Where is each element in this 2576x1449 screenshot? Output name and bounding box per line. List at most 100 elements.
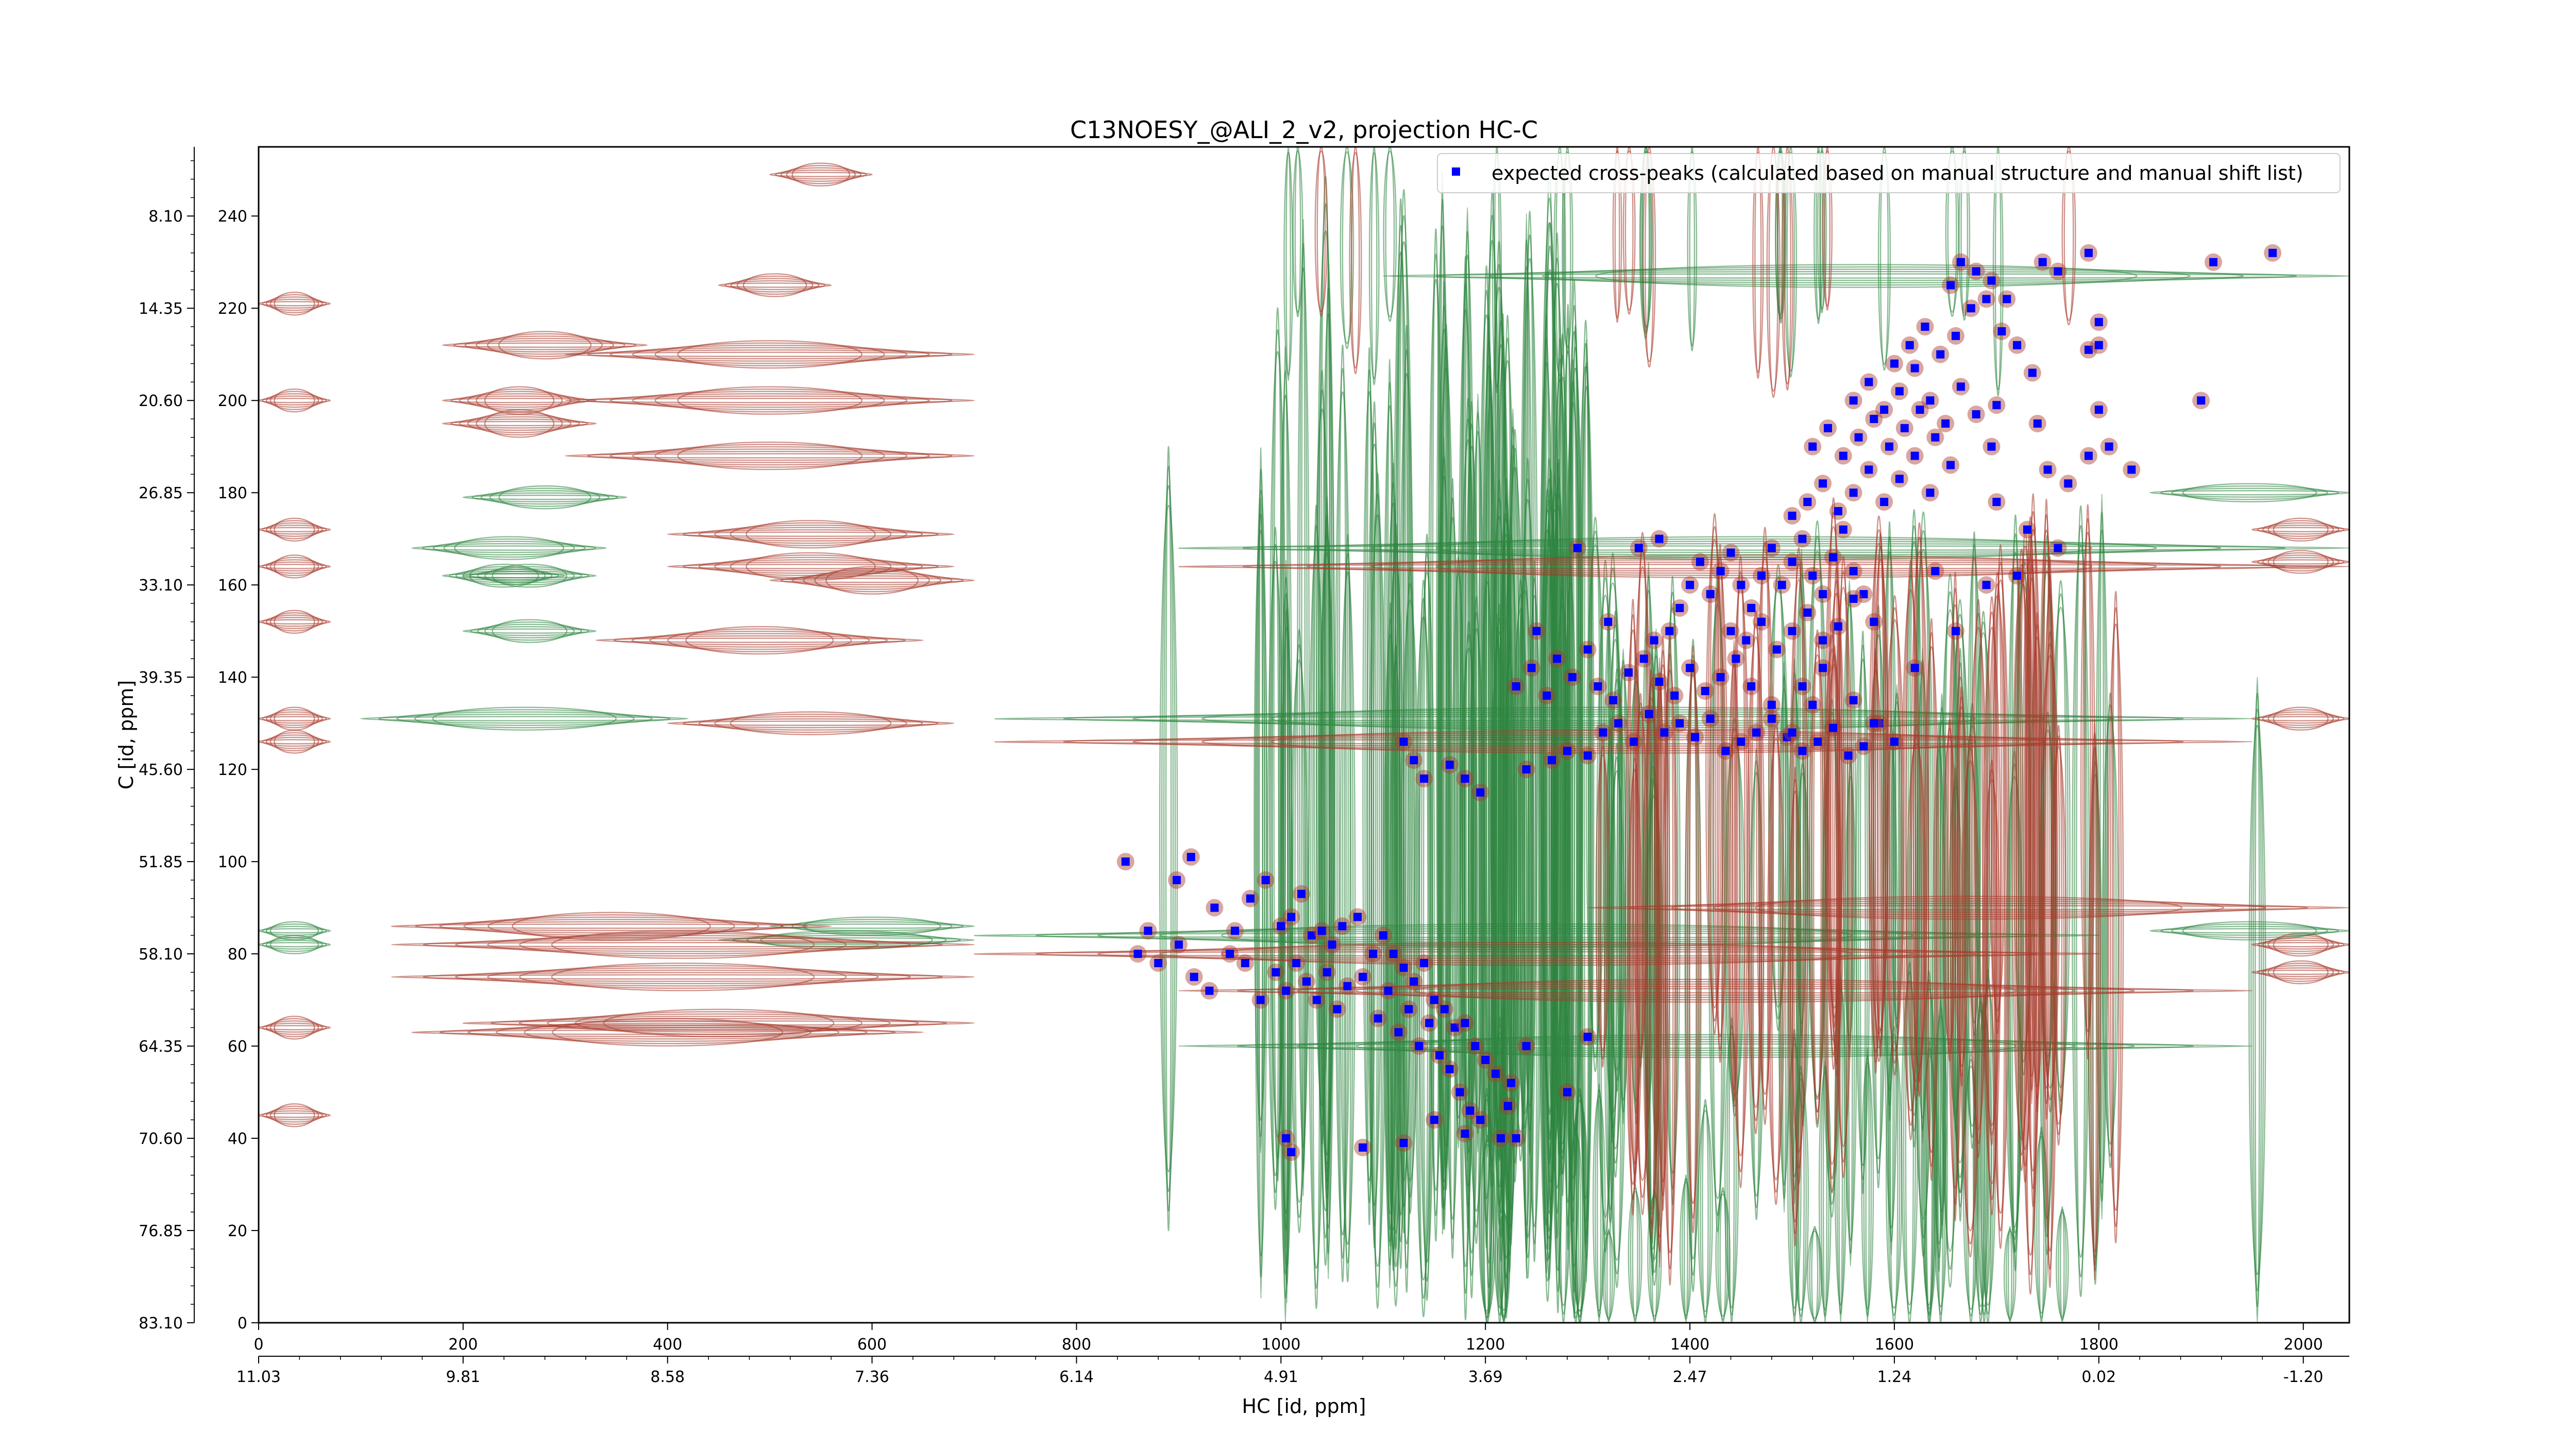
contour-ring [1370, 147, 1378, 385]
expected-cross-peak-point [1952, 627, 1960, 635]
contour-ring [1344, 534, 1352, 1283]
expected-cross-peak-point [1767, 700, 1776, 709]
contour-ring [262, 713, 327, 724]
contour-ring [2149, 928, 2349, 934]
expected-cross-peak-point [1282, 1134, 1291, 1143]
contour-ring [1727, 663, 1740, 1090]
expected-cross-peak-point [1384, 986, 1393, 995]
contour-ring [2262, 711, 2340, 726]
expected-cross-peak-point [1563, 1088, 1571, 1097]
contour-ring [1384, 382, 1395, 1266]
contour-ring [1479, 1099, 1495, 1312]
expected-cross-peak-point [1604, 617, 1613, 626]
expected-cross-peak-point [1292, 958, 1301, 967]
contour-ring [274, 388, 315, 413]
contour-ring [1622, 150, 1636, 311]
contour-ring [2149, 490, 2349, 496]
contour-ring [484, 566, 575, 585]
contour-ring [391, 923, 832, 929]
expected-cross-peak-point [2028, 368, 2037, 377]
contour-ring [1351, 147, 1360, 375]
x-index-tick-label: 1200 [1466, 1336, 1505, 1354]
expected-cross-peak-point [2127, 465, 2136, 474]
contour-ring [1700, 1104, 1711, 1318]
contour-ring [2053, 735, 2065, 1135]
expected-cross-peak-point [1982, 581, 1991, 589]
y-index-tick-label: 180 [218, 484, 247, 502]
contour-ring [1927, 618, 1936, 1181]
contour-ring [1283, 152, 1294, 376]
contour-ring [730, 522, 892, 546]
contour-ring [2267, 709, 2334, 729]
contour-ring [1271, 527, 1280, 1210]
contour-ring [274, 1103, 315, 1127]
contour-ring [774, 169, 867, 180]
contour-ring [2257, 939, 2345, 950]
contour-ring [1889, 1026, 1899, 1323]
contour-ring [654, 388, 885, 413]
contour-ring [1386, 359, 1393, 1289]
expected-cross-peak-point [1609, 696, 1618, 704]
contour-ring [1871, 529, 1887, 1049]
contour-ring [1221, 941, 1852, 966]
contour-ring [587, 395, 953, 406]
y-ppm-tick-label: 70.60 [139, 1130, 183, 1148]
contour-ring [780, 575, 964, 585]
contour-ring [1732, 639, 1736, 1114]
expected-cross-peak-point [1121, 857, 1130, 866]
expected-cross-peak-point [1210, 903, 1219, 912]
contour-ring [459, 416, 580, 431]
expected-cross-peak-point [1885, 442, 1894, 451]
expected-cross-peak-point [2197, 396, 2206, 405]
expected-cross-peak-point [1272, 968, 1280, 976]
expected-cross-peak-point [1404, 1005, 1413, 1014]
expected-cross-peak-point [1757, 617, 1766, 626]
contour-ring [1627, 768, 1642, 1165]
expected-cross-peak-point [1338, 922, 1347, 931]
contour-ring [1237, 1041, 2194, 1051]
contour-ring [1555, 147, 1564, 382]
expected-cross-peak-point [1987, 442, 1996, 451]
contour-ring [1592, 1095, 1606, 1312]
y-index-axis: 0 20 40 60 80 100 120 140 160 180 200 220 240 [218, 208, 259, 1333]
positive-contours [259, 147, 2349, 1295]
contour-ring [683, 529, 939, 540]
contour-ring [1719, 1187, 1726, 1323]
expected-cross-peak-point [1890, 737, 1899, 746]
expected-cross-peak-point [1987, 276, 1996, 285]
expected-cross-peak-point [1956, 258, 1965, 266]
contour-ring [274, 517, 315, 542]
contour-ring [1301, 218, 1306, 1197]
expected-cross-peak-point [1737, 581, 1745, 589]
expected-cross-peak-point [1777, 581, 1786, 589]
expected-cross-peak-point [1297, 889, 1306, 898]
contour-ring [259, 397, 331, 403]
contour-ring [631, 633, 888, 648]
expected-cross-peak-point [1307, 931, 1316, 940]
contour-ring [2108, 623, 2124, 1211]
contour-ring [1414, 979, 2017, 1003]
expected-cross-peak-point [1660, 728, 1669, 737]
contour-ring [2038, 1126, 2045, 1323]
legend-marker [1452, 167, 1460, 176]
expected-cross-peak-point [1839, 525, 1848, 534]
contour-ring [1781, 152, 1794, 385]
contour-ring [259, 1025, 331, 1031]
contour-ring [730, 711, 892, 735]
contour-ring [1614, 147, 1620, 323]
expected-cross-peak-point [1174, 940, 1183, 949]
y-index-tick-label: 120 [218, 761, 247, 779]
contour-ring [442, 342, 648, 348]
expected-cross-peak-point [1752, 728, 1761, 737]
contour-ring [1336, 368, 1349, 1259]
contour-ring [1035, 949, 2038, 959]
contour-ring [274, 292, 315, 316]
x-index-tick-label: 1000 [1261, 1336, 1300, 1354]
expected-cross-peak-point [2043, 465, 2052, 474]
contour-ring [1824, 147, 1831, 311]
contour-ring [259, 739, 331, 745]
contour-ring [1538, 529, 1557, 1261]
expected-cross-peak-point [1614, 719, 1623, 728]
contour-ring [1935, 1007, 1946, 1316]
contour-ring [632, 391, 908, 410]
